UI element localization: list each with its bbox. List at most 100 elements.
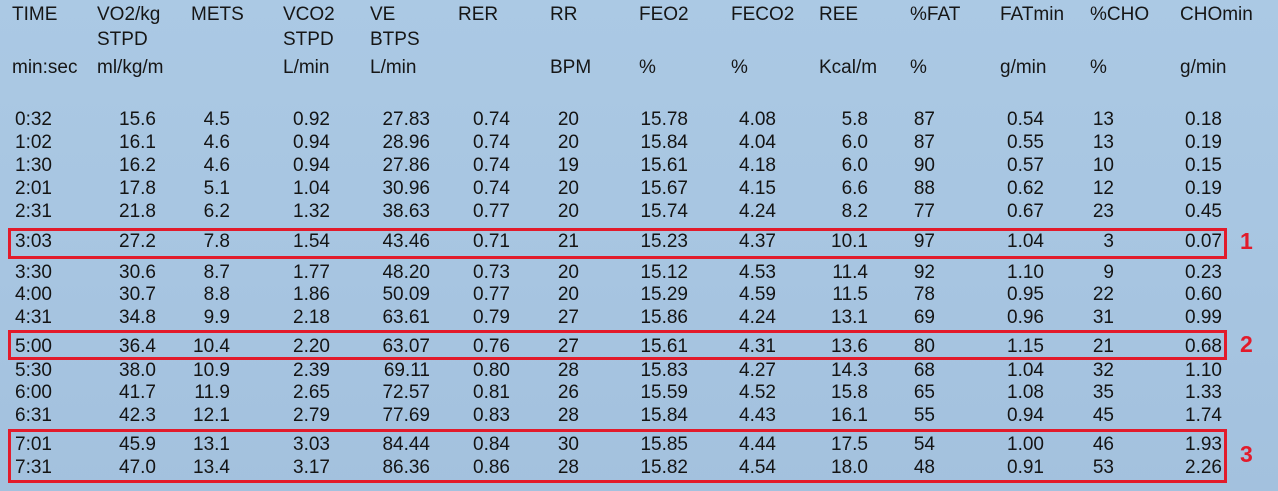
- data-cell: 20: [557, 201, 579, 222]
- header-0-line3: min:sec: [12, 57, 78, 78]
- data-cell: 6.0: [841, 132, 868, 153]
- data-cell: 27.86: [382, 155, 430, 176]
- data-cell: 19: [557, 155, 579, 176]
- data-cell: 1.04: [293, 178, 330, 199]
- data-cell: 0.77: [473, 201, 510, 222]
- highlight-box-3: [8, 429, 1227, 483]
- header-10-line3: %: [910, 57, 927, 78]
- header-1-line3: ml/kg/m: [97, 57, 164, 78]
- data-cell: 15.85: [640, 434, 688, 455]
- data-cell: 27: [557, 307, 579, 328]
- data-cell: 7.8: [203, 231, 230, 252]
- data-cell: 0.99: [1185, 307, 1222, 328]
- data-cell: 80: [913, 336, 935, 357]
- data-cell: 15.6: [119, 109, 156, 130]
- time-cell: 4:00: [15, 284, 52, 305]
- highlight-label-2: 2: [1240, 331, 1253, 357]
- data-cell: 9: [1103, 262, 1114, 283]
- header-11-line1: FATmin: [1000, 4, 1065, 25]
- data-cell: 86.36: [382, 457, 430, 478]
- header-6-line1: RR: [550, 4, 578, 25]
- data-cell: 16.1: [119, 132, 156, 153]
- data-cell: 31: [1092, 307, 1114, 328]
- data-cell: 2.65: [293, 382, 330, 403]
- time-cell: 3:03: [15, 231, 52, 252]
- data-cell: 10.9: [193, 360, 230, 381]
- data-cell: 0.55: [1007, 132, 1044, 153]
- data-cell: 23: [1092, 201, 1114, 222]
- data-cell: 12: [1092, 178, 1114, 199]
- data-cell: 0.73: [473, 262, 510, 283]
- data-cell: 13: [1092, 132, 1114, 153]
- header-10-line1: %FAT: [910, 4, 961, 25]
- data-cell: 16.1: [831, 405, 868, 426]
- header-1-line1: VO2/kg: [97, 4, 161, 25]
- data-cell: 13.1: [193, 434, 230, 455]
- data-cell: 4.15: [739, 178, 776, 199]
- data-cell: 27.83: [382, 109, 430, 130]
- data-cell: 11.4: [832, 262, 868, 283]
- header-13-line1: CHOmin: [1180, 4, 1253, 25]
- data-cell: 2.79: [293, 405, 330, 426]
- data-cell: 32: [1092, 360, 1114, 381]
- data-cell: 28.96: [382, 132, 430, 153]
- data-cell: 27: [557, 336, 579, 357]
- data-cell: 15.74: [640, 201, 688, 222]
- data-cell: 27.2: [119, 231, 156, 252]
- data-cell: 28: [557, 457, 579, 478]
- time-cell: 2:01: [15, 178, 52, 199]
- data-cell: 4.52: [739, 382, 776, 403]
- data-cell: 9.9: [203, 307, 230, 328]
- data-cell: 97: [913, 231, 935, 252]
- highlight-label-3: 3: [1240, 441, 1253, 467]
- data-cell: 0.94: [1007, 405, 1044, 426]
- data-cell: 3: [1103, 231, 1114, 252]
- data-cell: 0.19: [1185, 178, 1222, 199]
- data-cell: 0.60: [1185, 284, 1222, 305]
- data-cell: 0.94: [293, 132, 330, 153]
- data-cell: 15.8: [831, 382, 868, 403]
- header-4-line1: VE: [370, 4, 396, 25]
- data-cell: 87: [913, 132, 935, 153]
- data-cell: 15.83: [640, 360, 688, 381]
- data-cell: 11.9: [194, 382, 230, 403]
- data-cell: 30: [557, 434, 579, 455]
- header-2-line1: METS: [191, 4, 244, 25]
- header-12-line3: %: [1090, 57, 1107, 78]
- data-cell: 0.79: [473, 307, 510, 328]
- data-cell: 21.8: [119, 201, 156, 222]
- data-cell: 4.43: [739, 405, 776, 426]
- header-8-line1: FECO2: [731, 4, 795, 25]
- data-cell: 1.08: [1007, 382, 1044, 403]
- header-7-line3: %: [639, 57, 656, 78]
- time-cell: 3:30: [15, 262, 52, 283]
- header-3-line2: STPD: [283, 29, 334, 50]
- data-cell: 30.6: [119, 262, 156, 283]
- data-cell: 0.92: [293, 109, 330, 130]
- data-cell: 10: [1092, 155, 1114, 176]
- data-cell: 30.96: [382, 178, 430, 199]
- data-cell: 1.93: [1185, 434, 1222, 455]
- highlight-box-1: [8, 228, 1227, 259]
- header-11-line3: g/min: [1000, 57, 1047, 78]
- data-cell: 38.63: [382, 201, 430, 222]
- data-cell: 1.33: [1185, 382, 1222, 403]
- data-cell: 0.07: [1185, 231, 1222, 252]
- data-cell: 87: [913, 109, 935, 130]
- data-cell: 0.45: [1185, 201, 1222, 222]
- data-cell: 0.54: [1007, 109, 1044, 130]
- data-cell: 34.8: [119, 307, 156, 328]
- data-cell: 0.84: [473, 434, 510, 455]
- data-cell: 4.6: [203, 132, 230, 153]
- data-cell: 20: [557, 284, 579, 305]
- data-cell: 42.3: [119, 405, 156, 426]
- data-cell: 69: [913, 307, 935, 328]
- data-cell: 3.03: [293, 434, 330, 455]
- data-cell: 13.4: [193, 457, 230, 478]
- data-cell: 63.07: [382, 336, 430, 357]
- data-cell: 69.11: [383, 360, 430, 381]
- highlight-label-1: 1: [1240, 228, 1253, 254]
- header-9-line3: Kcal/m: [819, 57, 878, 78]
- data-cell: 15.29: [640, 284, 688, 305]
